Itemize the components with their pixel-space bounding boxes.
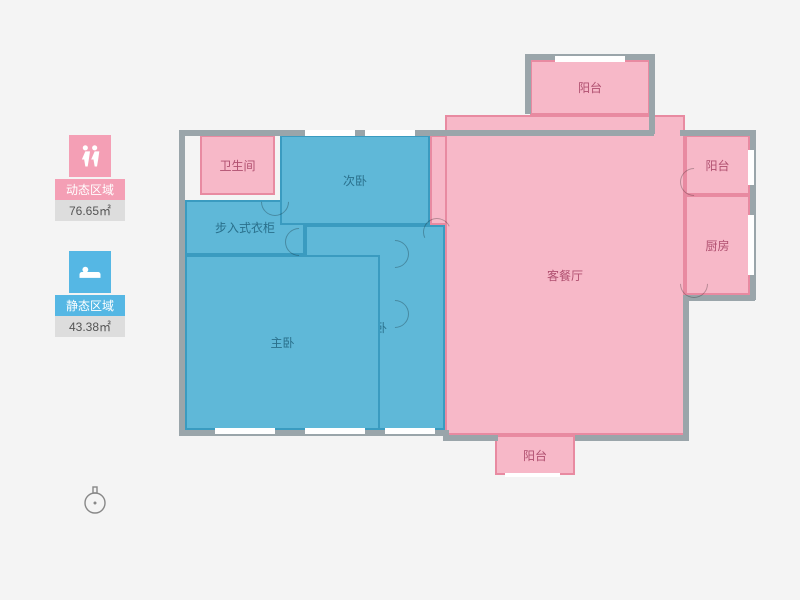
wall xyxy=(683,295,689,440)
room-label: 阳台 xyxy=(705,157,729,174)
wall xyxy=(525,54,531,114)
floor-plan: 次卧主卧步入式衣柜次卧卫生间阳台卫生间客餐厅厨房阳台阳台 xyxy=(185,60,760,480)
room-bathroom1: 卫生间 xyxy=(200,135,275,195)
wall xyxy=(680,130,755,136)
window-icon xyxy=(748,150,754,185)
legend-dynamic: 动态区域 76.65㎡ xyxy=(55,135,125,221)
window-icon xyxy=(365,130,415,136)
room-living: 客餐厅 xyxy=(445,115,685,435)
room-balcony-bot: 阳台 xyxy=(495,435,575,475)
room-balcony-top: 阳台 xyxy=(530,60,650,115)
wall xyxy=(179,130,654,136)
legend-static: 静态区域 43.38㎡ xyxy=(55,251,125,337)
legend-dynamic-label: 动态区域 xyxy=(55,179,125,200)
room-label: 阳台 xyxy=(523,447,547,464)
room-master: 主卧 xyxy=(185,255,380,430)
room-label: 阳台 xyxy=(578,79,602,96)
wall xyxy=(575,435,689,441)
window-icon xyxy=(305,428,365,434)
window-icon xyxy=(505,473,560,477)
window-icon xyxy=(385,428,435,434)
room-label: 次卧 xyxy=(343,172,367,189)
room-label: 客餐厅 xyxy=(547,267,583,284)
legend: 动态区域 76.65㎡ 静态区域 43.38㎡ xyxy=(55,135,125,367)
room-label: 主卧 xyxy=(270,334,294,351)
window-icon xyxy=(215,428,275,434)
sleep-icon xyxy=(69,251,111,293)
room-label: 厨房 xyxy=(705,237,729,254)
legend-dynamic-value: 76.65㎡ xyxy=(55,200,125,221)
window-icon xyxy=(305,130,355,136)
wall xyxy=(443,435,498,441)
legend-static-value: 43.38㎡ xyxy=(55,316,125,337)
legend-static-label: 静态区域 xyxy=(55,295,125,316)
compass-icon xyxy=(80,485,110,515)
people-icon xyxy=(69,135,111,177)
room-label: 卫生间 xyxy=(219,157,255,174)
room-label: 步入式衣柜 xyxy=(215,219,275,236)
room-bedroom2a: 次卧 xyxy=(280,135,430,225)
window-icon xyxy=(748,215,754,275)
window-icon xyxy=(555,56,625,62)
wall xyxy=(649,54,655,134)
wall xyxy=(179,130,185,435)
